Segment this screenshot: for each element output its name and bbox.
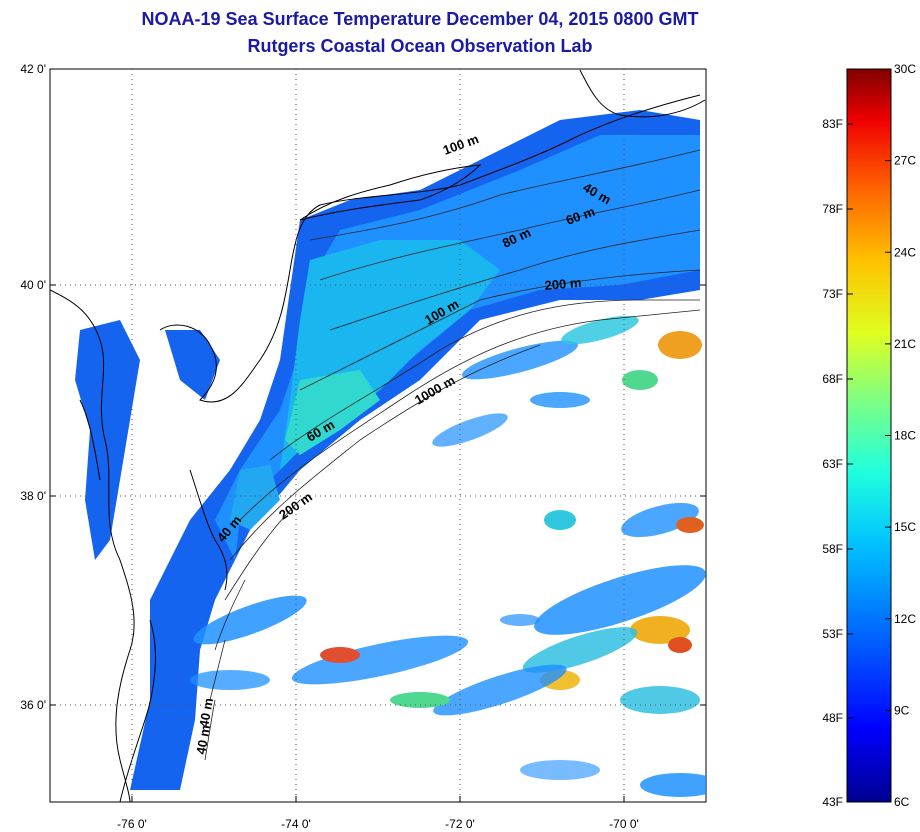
contour-label: 200 m (544, 275, 582, 293)
graticule (50, 69, 706, 802)
colorbar-fahrenheit-label: 63F (822, 457, 843, 471)
colorbar (846, 68, 892, 803)
lat-tick-label: 42 0' (20, 62, 46, 76)
colorbar-fahrenheit-label: 68F (822, 372, 843, 386)
contour-label: 40 m (193, 724, 213, 756)
lon-tick-label: -74 0' (281, 817, 311, 831)
lon-tick-label: -70 0' (609, 817, 639, 831)
colorbar-fahrenheit-label: 43F (822, 795, 843, 809)
lon-tick-label: -76 0' (117, 817, 147, 831)
coastline (50, 69, 706, 802)
colorbar-fahrenheit-label: 48F (822, 711, 843, 725)
lon-tick-label: -72 0' (445, 817, 475, 831)
lat-tick-label: 36 0' (20, 698, 46, 712)
colorbar-celsius-label: 6C (894, 795, 910, 809)
colorbar-fahrenheit-label: 78F (822, 202, 843, 216)
colorbar-celsius-label: 30C (894, 62, 916, 76)
colorbar-celsius-label: 24C (894, 245, 916, 259)
colorbar-celsius-label: 18C (894, 429, 916, 443)
colorbar-fahrenheit-label: 58F (822, 542, 843, 556)
colorbar-celsius-label: 9C (894, 703, 910, 717)
contour-label: 40 m (196, 697, 216, 729)
map-subtitle: Rutgers Coastal Ocean Observation Lab (247, 36, 593, 56)
lat-tick-label: 40 0' (20, 278, 46, 292)
sst-shelf-water (75, 110, 700, 790)
colorbar-celsius-label: 27C (894, 154, 916, 168)
colorbar-fahrenheit-label: 83F (822, 117, 843, 131)
axis-ticks (50, 68, 706, 802)
colorbar-celsius-label: 21C (894, 337, 916, 351)
colorbar-fahrenheit-label: 53F (822, 627, 843, 641)
map-title: NOAA-19 Sea Surface Temperature December… (141, 9, 699, 29)
colorbar-fahrenheit-label: 73F (822, 287, 843, 301)
colorbar-celsius-label: 12C (894, 612, 916, 626)
bathymetry-contours (204, 149, 701, 761)
lat-tick-label: 38 0' (20, 489, 46, 503)
colorbar-celsius-label: 15C (894, 520, 916, 534)
